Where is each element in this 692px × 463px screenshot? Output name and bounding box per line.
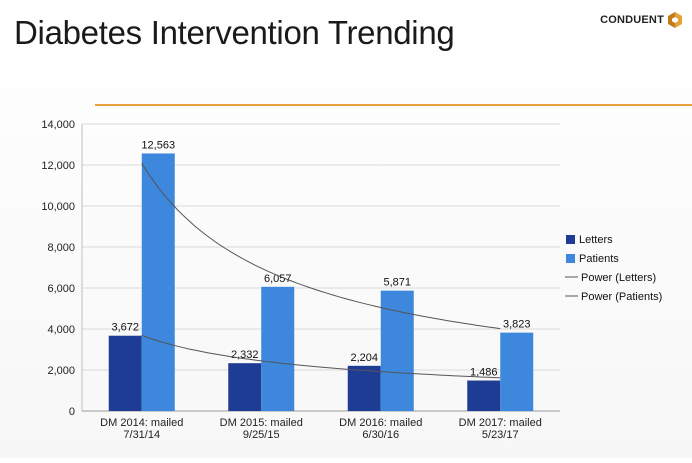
- x-tick-label: 6/30/16: [362, 429, 399, 441]
- y-tick-label: 6,000: [47, 283, 75, 295]
- data-label: 5,871: [383, 277, 411, 289]
- y-tick-label: 2,000: [47, 365, 75, 377]
- bar-letters: [347, 365, 381, 411]
- bar-patients: [500, 332, 534, 411]
- legend-swatch: [566, 254, 575, 263]
- y-tick-label: 8,000: [47, 242, 75, 254]
- bar-patients: [141, 153, 175, 411]
- trendline: [141, 334, 501, 379]
- legend-label: Power (Letters): [581, 272, 656, 284]
- x-tick-label: DM 2017: mailed: [459, 417, 542, 429]
- data-label: 1,486: [470, 367, 498, 379]
- legend-swatch: [566, 235, 575, 244]
- y-tick-label: 0: [69, 406, 75, 418]
- x-tick-label: DM 2015: mailed: [220, 417, 303, 429]
- page-title: Diabetes Intervention Trending: [14, 14, 455, 51]
- bar-letters: [108, 335, 142, 411]
- legend-label: Power (Patients): [581, 291, 662, 303]
- data-label: 3,672: [111, 322, 139, 334]
- data-label: 3,823: [503, 319, 531, 331]
- legend-label: Letters: [579, 234, 613, 246]
- bar-letters: [228, 363, 262, 411]
- legend-label: Patients: [579, 253, 619, 265]
- data-label: 12,563: [141, 139, 175, 151]
- chart-container: 0 2,000 4,000 6,000 8,000 10,000 12,000 14,000 3…: [0, 110, 692, 458]
- x-tick-label: 9/25/15: [243, 429, 280, 441]
- bar-patients: [261, 286, 295, 411]
- accent-rule: [95, 104, 692, 106]
- trendline: [141, 162, 501, 330]
- bar-chart: 0 2,000 4,000 6,000 8,000 10,000 12,000 14,000 3…: [41, 119, 662, 441]
- data-label: 2,204: [350, 352, 378, 364]
- x-tick-label: 7/31/14: [123, 429, 160, 441]
- brand-logo: CONDUENT: [600, 12, 682, 28]
- x-tick-label: 5/23/17: [482, 429, 519, 441]
- x-tick-label: DM 2016: mailed: [339, 417, 422, 429]
- y-tick-label: 12,000: [41, 160, 75, 172]
- bar-letters: [467, 380, 501, 411]
- x-tick-label: DM 2014: mailed: [100, 417, 183, 429]
- conduent-logo-icon: [668, 12, 682, 28]
- y-tick-label: 10,000: [41, 201, 75, 213]
- data-label: 2,332: [231, 349, 259, 361]
- y-tick-label: 4,000: [47, 324, 75, 336]
- y-tick-label: 14,000: [41, 119, 75, 131]
- logo-text: CONDUENT: [600, 14, 664, 26]
- data-label: 6,057: [264, 273, 292, 285]
